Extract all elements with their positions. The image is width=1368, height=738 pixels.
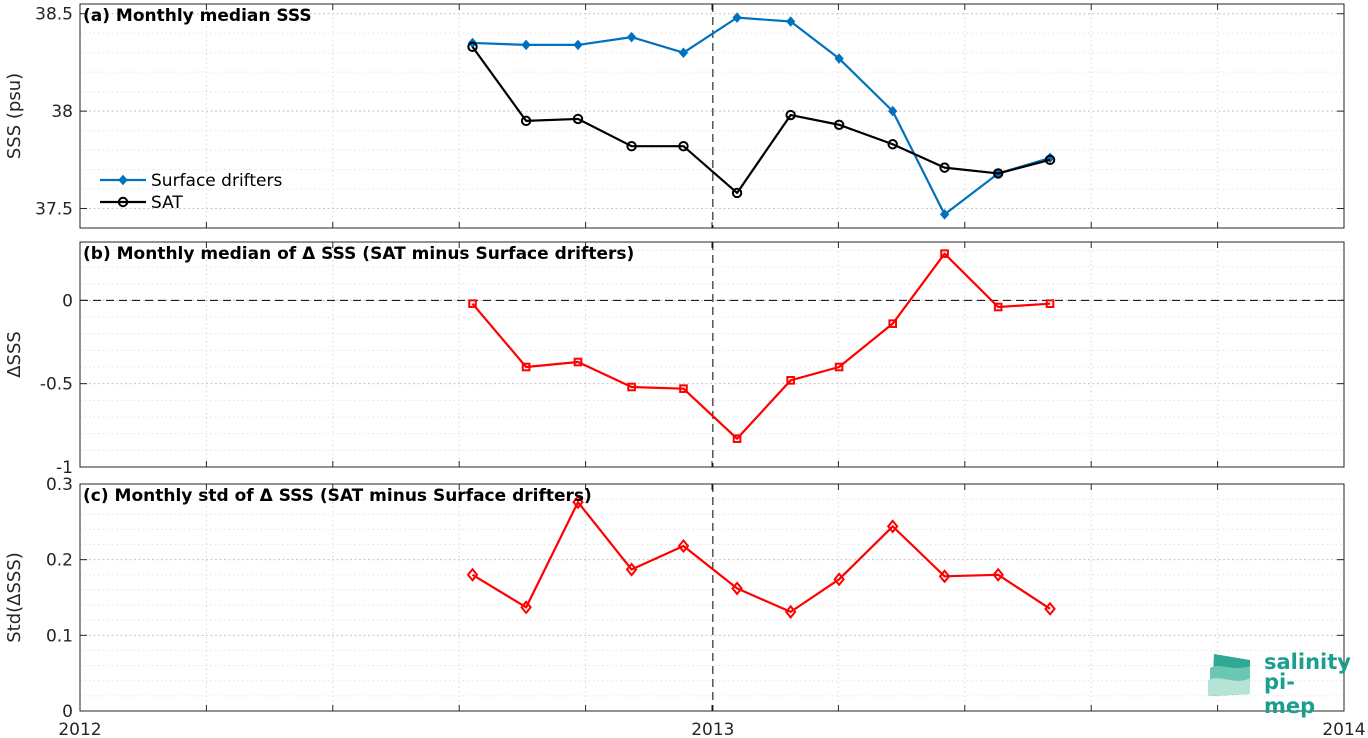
data-point [572,113,584,125]
data-point [833,119,845,130]
y-tick-label: 0 [62,702,73,722]
data-point [468,299,477,308]
y-tick-label: -1 [56,458,73,478]
data-point [626,140,637,152]
data-point [521,39,531,51]
data-point [785,109,796,121]
data-point [679,384,688,393]
data-point [993,302,1003,312]
panel-1: 37.5 38 38.5 SSS (psu) (a) Monthly median SS… [4,3,1345,229]
y-tick-label: 38.5 [35,5,73,25]
y-axis-label: Std(ΔSSS) [4,552,25,643]
y-tick-label: 37.5 [35,200,73,220]
data-point [834,53,844,64]
data-point [833,572,845,587]
data-point [732,12,742,23]
data-point [572,495,584,510]
plot-area [80,4,1344,228]
series-line [471,46,1051,195]
legend-label: SAT [151,193,183,213]
data-point [940,249,949,258]
data-point [573,39,583,51]
legend-marker [118,174,128,186]
wave-logo-icon [1208,654,1250,696]
y-axis-label: SSS (psu) [4,73,25,159]
legend-label: Surface drifters [151,171,282,191]
data-point [731,581,743,596]
data-point [732,434,742,443]
data-point [786,16,796,27]
data-point [678,140,689,152]
logo-text-salinity: salinity [1264,650,1351,674]
series-line-0 [466,495,1056,619]
y-tick-label: 0 [62,291,73,311]
data-point [573,357,583,367]
panel-title: (c) Monthly std of Δ SSS (SAT minus Surf… [83,486,592,506]
panel-2: -1 -0.5 0 ΔSSS (b) Monthly median of Δ SSS (… [4,241,1345,478]
legend-marker [117,196,129,208]
data-point [625,562,638,577]
data-point [1045,299,1055,308]
y-tick-label: 0.1 [46,626,73,646]
data-point [886,519,899,534]
data-point [520,115,532,127]
salinity-pi-mep-logo: salinity pi-mep [1206,650,1351,718]
data-point [677,538,690,554]
series-line [472,16,1051,216]
panel-title: (b) Monthly median of Δ SSS (SAT minus S… [83,244,634,264]
data-point [887,139,898,150]
data-point [834,362,844,372]
data-point [1044,154,1056,166]
data-point [888,319,897,328]
y-tick-label: 0.2 [46,551,73,571]
data-point [938,569,951,584]
data-point [786,376,795,385]
x-tick-label: 2012 [58,720,101,738]
data-point [888,105,898,117]
series-line-0 [468,249,1055,443]
data-point [627,382,636,392]
logo-text-pi-mep: pi-mep [1264,670,1316,718]
data-point [466,567,479,582]
panel-3: 0 0.1 0.2 0.3 Std(ΔSSS) (c) Monthly std of Δ … [4,475,1366,738]
data-point [784,604,797,619]
data-point [1044,601,1056,616]
series-line [471,501,1051,613]
series-line [471,252,1051,440]
data-point [521,362,531,372]
plot-area [80,484,1344,711]
data-point [467,41,478,53]
x-tick-label: 2013 [691,720,734,738]
data-point [520,600,532,615]
data-point [939,162,950,173]
plot-area [80,242,1344,467]
panel-title: (a) Monthly median SSS [83,6,312,26]
data-point [939,209,950,220]
y-axis-label: ΔSSS [4,331,25,378]
data-point [992,168,1004,179]
data-point [626,31,637,43]
y-tick-label: 0.3 [46,475,73,495]
series-surface-drifters [467,12,1055,220]
data-point [731,187,743,199]
data-point [992,567,1004,582]
y-tick-label: 38 [51,102,73,122]
series-sat [467,41,1056,199]
x-tick-label: 2014 [1322,720,1365,738]
data-point [678,47,689,58]
y-tick-label: -0.5 [40,375,73,395]
